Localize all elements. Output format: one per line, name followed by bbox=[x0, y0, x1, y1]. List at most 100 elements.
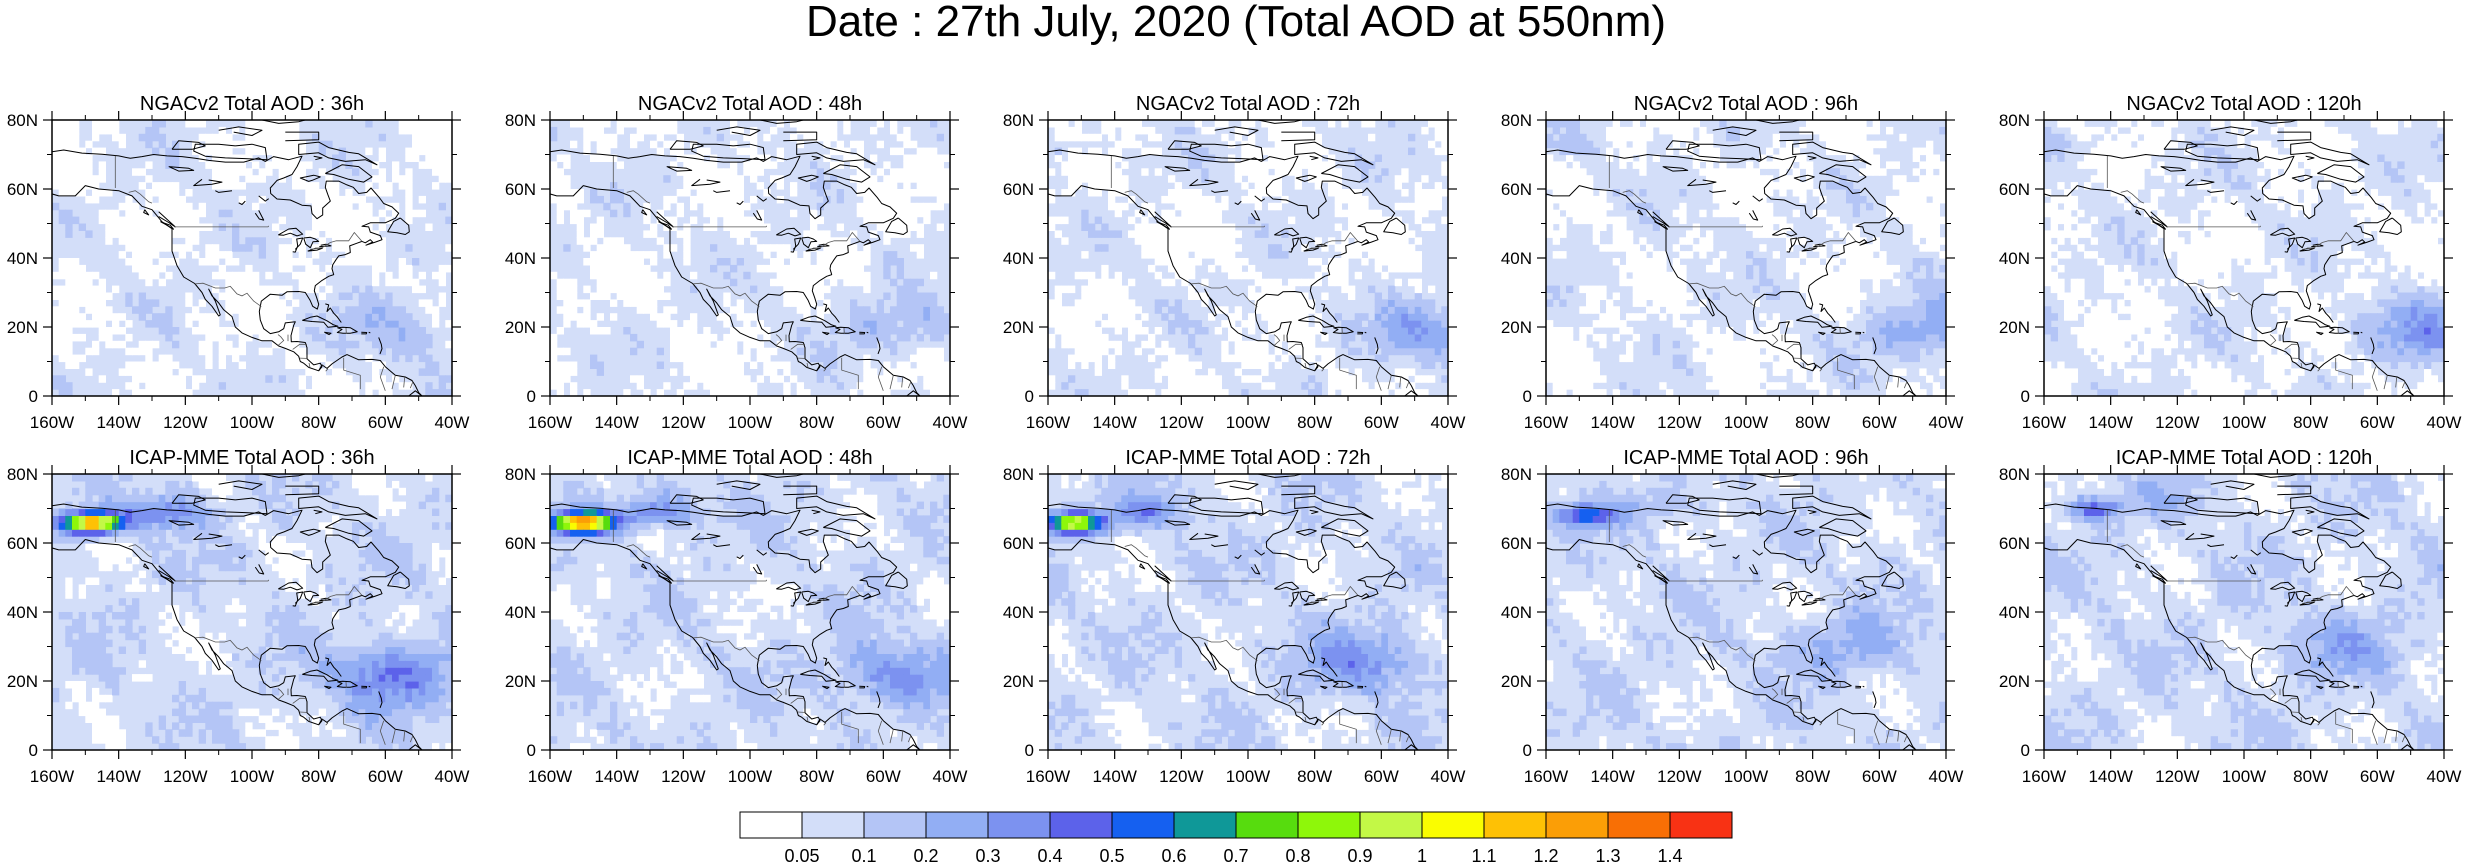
country-border bbox=[841, 711, 859, 744]
country-border bbox=[907, 381, 912, 389]
coastline bbox=[1748, 210, 1759, 221]
country-border bbox=[1124, 190, 1149, 204]
country-border bbox=[2300, 362, 2303, 368]
coastline bbox=[2185, 178, 2215, 187]
lat-tick-label: 20N bbox=[7, 318, 38, 337]
coastline bbox=[1796, 669, 1833, 682]
country-border bbox=[1306, 585, 1359, 604]
country-border bbox=[409, 381, 414, 389]
panel-title: ICAP-MME Total AOD : 72h bbox=[1125, 447, 1370, 469]
lat-tick-label: 0 bbox=[1523, 387, 1532, 406]
coastline bbox=[691, 532, 721, 540]
country-border bbox=[1387, 375, 1392, 390]
coastline bbox=[303, 590, 320, 603]
lon-tick-label: 140W bbox=[1590, 767, 1634, 786]
coastline bbox=[1321, 657, 1338, 677]
coastline bbox=[143, 209, 150, 216]
country-border bbox=[2395, 730, 2398, 742]
lon-tick-label: 80W bbox=[1297, 767, 1332, 786]
coastline bbox=[2150, 211, 2168, 228]
lon-tick-label: 100W bbox=[230, 767, 274, 786]
coastline bbox=[2328, 680, 2350, 688]
country-border bbox=[1771, 688, 1779, 700]
lon-tick-label: 60W bbox=[2360, 413, 2395, 432]
coastline bbox=[158, 565, 176, 582]
country-border bbox=[325, 368, 329, 372]
country-border bbox=[1802, 716, 1805, 722]
country-border bbox=[626, 544, 651, 558]
coastline bbox=[1281, 131, 1316, 142]
country-border bbox=[1804, 585, 1857, 604]
coastline bbox=[822, 685, 830, 690]
country-border bbox=[1885, 729, 1890, 744]
coastline bbox=[1234, 200, 1242, 205]
coastline bbox=[1139, 563, 1146, 570]
aod-field bbox=[1546, 474, 1946, 750]
coastline bbox=[1902, 744, 1917, 750]
coastline bbox=[2317, 518, 2365, 537]
coastline bbox=[1189, 497, 1264, 515]
coastline bbox=[550, 503, 898, 726]
panel-title: ICAP-MME Total AOD : 36h bbox=[129, 447, 374, 469]
country-border bbox=[901, 730, 904, 742]
lat-tick-label: 20N bbox=[7, 672, 38, 691]
coastline bbox=[1654, 221, 1669, 230]
coastline bbox=[1862, 685, 1865, 688]
coastline bbox=[171, 494, 206, 504]
coastline bbox=[1167, 494, 1202, 504]
coastline bbox=[193, 532, 223, 540]
country-border bbox=[1786, 343, 1801, 350]
country-border bbox=[672, 225, 768, 228]
coastline bbox=[193, 178, 223, 187]
coastline bbox=[759, 120, 804, 124]
lon-tick-label: 80W bbox=[301, 413, 336, 432]
coastline bbox=[716, 480, 761, 490]
coastline bbox=[2277, 485, 2312, 496]
country-border bbox=[1273, 688, 1281, 700]
lat-tick-label: 60N bbox=[1501, 180, 1532, 199]
country-border bbox=[391, 375, 396, 390]
coastline bbox=[658, 575, 673, 584]
lon-tick-label: 160W bbox=[2022, 413, 2066, 432]
coastline bbox=[906, 744, 921, 750]
lon-tick-label: 100W bbox=[2222, 767, 2266, 786]
lat-tick-label: 40N bbox=[505, 603, 536, 622]
coastline bbox=[1654, 575, 1669, 584]
lat-tick-label: 40N bbox=[1501, 603, 1532, 622]
lat-tick-label: 80N bbox=[1999, 465, 2030, 484]
country-border bbox=[1668, 579, 1764, 582]
coastline bbox=[859, 685, 866, 689]
map-panel: ICAP-MME Total AOD : 96h 160W 140W 120W 100W… bbox=[1501, 447, 1964, 786]
country-border bbox=[310, 231, 363, 250]
country-border bbox=[2120, 190, 2145, 204]
coastline bbox=[550, 185, 921, 396]
coastline bbox=[1709, 190, 1727, 193]
country-border bbox=[877, 366, 884, 391]
country-border bbox=[1321, 368, 1325, 372]
country-border bbox=[1897, 730, 1900, 742]
coastline bbox=[193, 497, 268, 515]
country-border bbox=[2166, 579, 2262, 582]
country-border bbox=[1786, 697, 1801, 704]
country-border bbox=[823, 368, 827, 372]
coastline bbox=[2370, 691, 2375, 709]
coastline bbox=[885, 571, 908, 589]
coastline bbox=[218, 126, 263, 136]
coastline bbox=[1637, 209, 1644, 216]
country-border bbox=[841, 357, 859, 390]
country-border bbox=[2317, 368, 2321, 372]
coastline bbox=[1154, 565, 1172, 582]
coastline bbox=[298, 495, 378, 520]
coastline bbox=[1830, 680, 1852, 688]
coastline bbox=[2152, 575, 2167, 584]
coastline bbox=[2379, 571, 2402, 589]
coastline bbox=[2207, 190, 2225, 193]
country-border bbox=[2335, 711, 2353, 744]
lat-tick-label: 80N bbox=[1003, 465, 1034, 484]
coastline bbox=[1872, 691, 1877, 709]
coastline bbox=[1813, 243, 1826, 248]
lon-tick-label: 120W bbox=[163, 767, 207, 786]
coastline bbox=[823, 657, 840, 677]
coastline bbox=[1779, 485, 1814, 496]
lat-tick-label: 20N bbox=[1999, 318, 2030, 337]
